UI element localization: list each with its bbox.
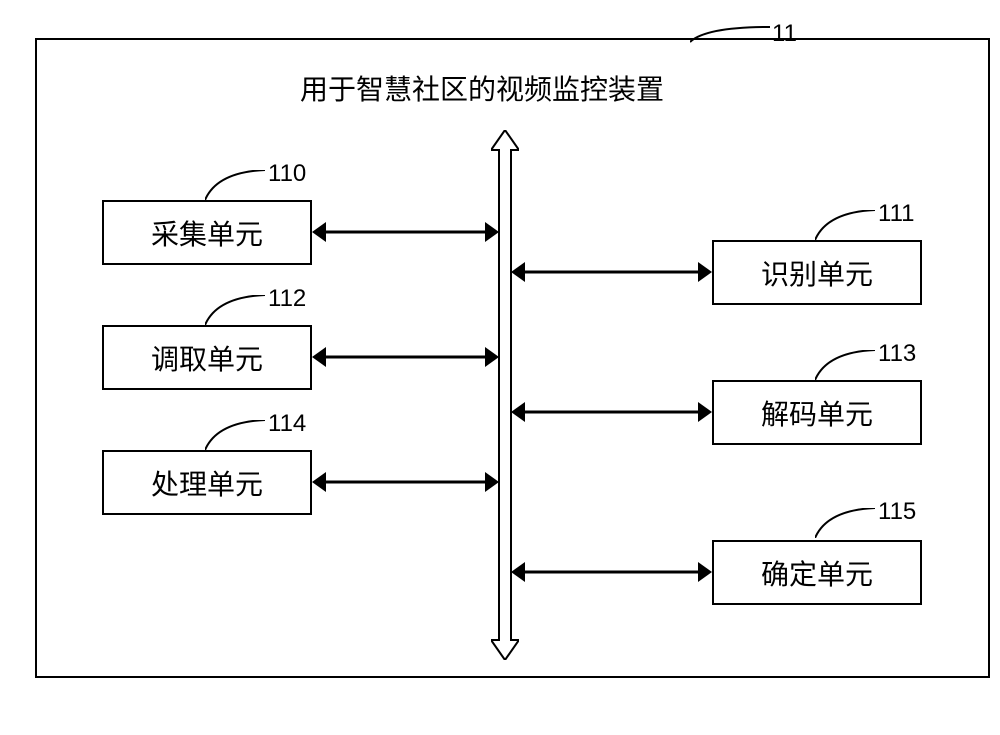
unit-label: 调取单元 xyxy=(151,338,263,378)
unit-ref-curve-112 xyxy=(205,295,265,325)
connector-arrow-113 xyxy=(511,400,712,424)
unit-ref-curve-113 xyxy=(815,350,875,380)
unit-ref-label-111: 111 xyxy=(878,200,914,228)
connector-arrow-110 xyxy=(312,220,499,244)
unit-box-113: 解码单元 xyxy=(712,380,922,445)
unit-box-114: 处理单元 xyxy=(102,450,312,515)
unit-box-111: 识别单元 xyxy=(712,240,922,305)
unit-label: 解码单元 xyxy=(761,393,873,433)
unit-label: 处理单元 xyxy=(151,463,263,503)
unit-ref-label-112: 112 xyxy=(268,285,306,313)
connector-arrow-112 xyxy=(312,345,499,369)
unit-ref-label-115: 115 xyxy=(878,498,916,526)
unit-ref-label-113: 113 xyxy=(878,340,916,368)
connector-arrow-114 xyxy=(312,470,499,494)
connector-arrow-111 xyxy=(511,260,712,284)
diagram-title: 用于智慧社区的视频监控装置 xyxy=(300,68,664,108)
unit-ref-label-110: 110 xyxy=(268,160,306,188)
main-ref-curve xyxy=(690,25,770,43)
unit-label: 识别单元 xyxy=(761,253,873,293)
connector-arrow-115 xyxy=(511,560,712,584)
main-ref-label: 11 xyxy=(772,20,797,48)
unit-label: 采集单元 xyxy=(151,213,263,253)
unit-ref-label-114: 114 xyxy=(268,410,306,438)
unit-ref-curve-110 xyxy=(205,170,265,200)
unit-box-115: 确定单元 xyxy=(712,540,922,605)
unit-ref-curve-114 xyxy=(205,420,265,450)
unit-box-110: 采集单元 xyxy=(102,200,312,265)
unit-ref-curve-111 xyxy=(815,210,875,240)
unit-box-112: 调取单元 xyxy=(102,325,312,390)
unit-label: 确定单元 xyxy=(761,553,873,593)
unit-ref-curve-115 xyxy=(815,508,875,538)
